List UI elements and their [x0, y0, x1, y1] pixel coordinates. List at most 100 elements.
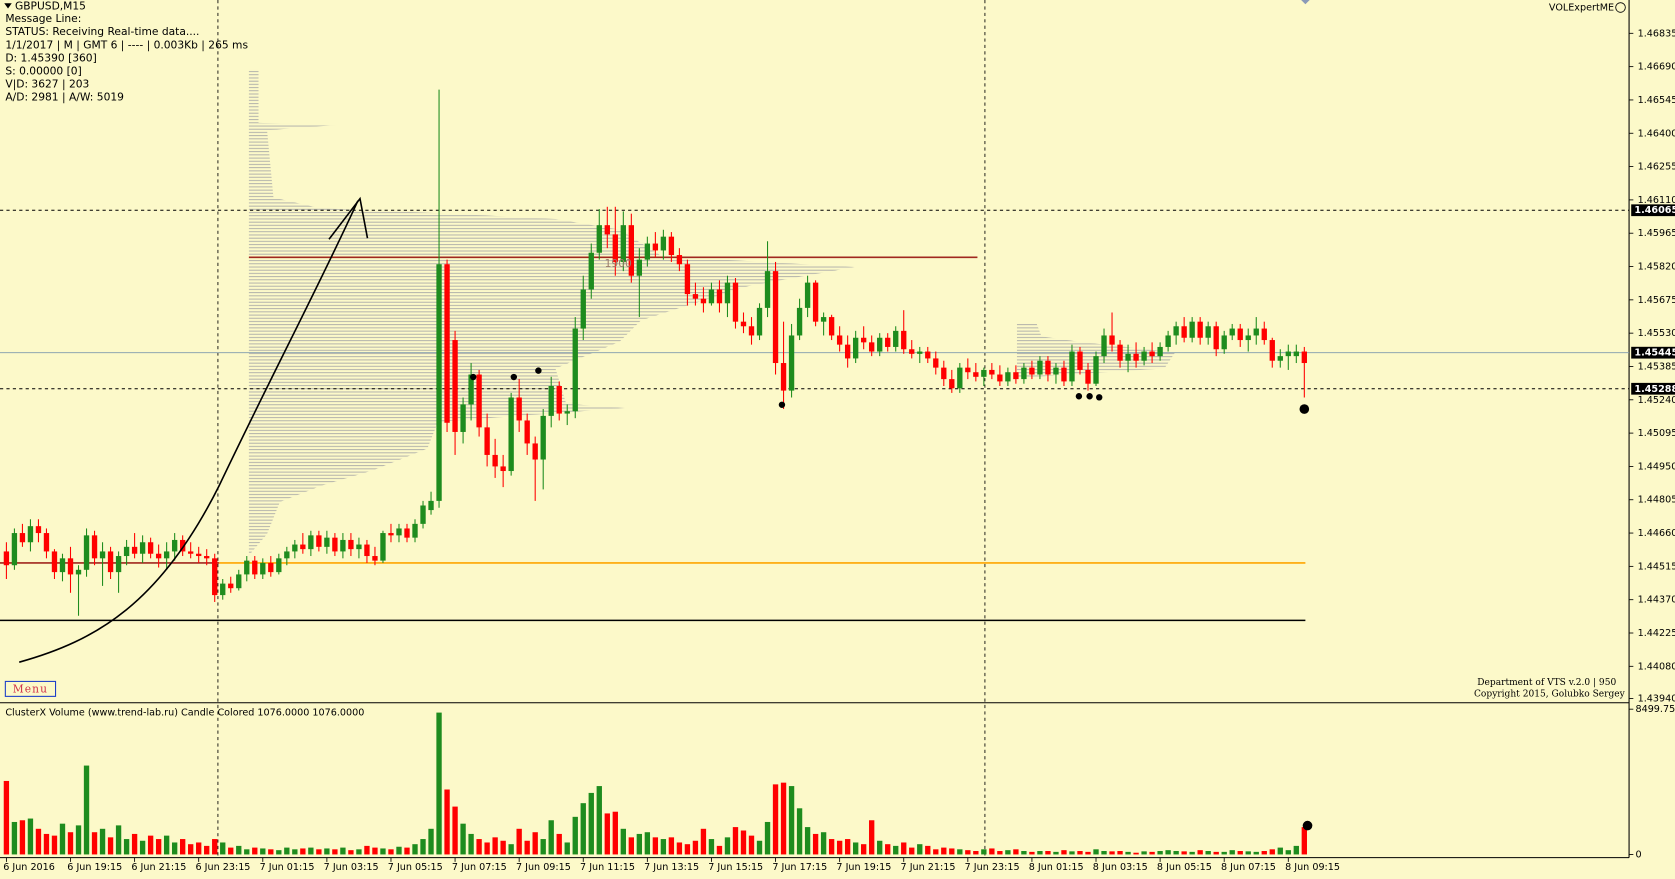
volume-bar — [756, 840, 763, 855]
volume-bar — [740, 830, 747, 855]
volume-bar — [67, 832, 74, 855]
candle-body — [163, 551, 170, 559]
symbol-arrow — [4, 3, 12, 9]
scroll-marker — [1301, 0, 1310, 5]
volume-bar — [1085, 851, 1091, 855]
volume-bar — [877, 840, 883, 855]
candle-body — [997, 374, 1003, 382]
info-line: Message Line: — [5, 12, 81, 25]
candle-body — [636, 259, 643, 276]
volume-bar — [788, 786, 795, 855]
volume-bar — [171, 842, 178, 855]
volume-bar — [436, 712, 442, 855]
volume-bar — [147, 835, 154, 855]
volume-bar — [1205, 851, 1211, 855]
y-tick-label: 1.44370 — [1638, 595, 1675, 606]
volume-bar — [428, 828, 434, 855]
volume-bar — [404, 847, 410, 855]
x-tick-label: 7 Jun 19:15 — [836, 862, 891, 873]
candle-body — [1181, 326, 1187, 338]
volume-bar — [107, 837, 114, 855]
candle-body — [131, 546, 138, 554]
candle-body — [188, 551, 194, 554]
candle-body — [1125, 353, 1131, 361]
candle-body — [171, 539, 178, 552]
volume-bar — [1093, 849, 1099, 855]
volume-bar — [901, 842, 907, 855]
volume-bar — [580, 803, 586, 855]
candle-body — [260, 562, 266, 575]
volume-bar — [949, 848, 955, 855]
volume-bar — [1293, 845, 1299, 855]
menu-button[interactable]: Menu — [4, 680, 57, 697]
candle-body — [1197, 321, 1203, 338]
volume-bar — [476, 839, 482, 855]
volume-bar — [196, 842, 202, 855]
volume-bar — [516, 828, 522, 855]
candle-body — [812, 282, 819, 322]
menu-box[interactable] — [4, 680, 57, 697]
volume-bar — [564, 842, 570, 855]
x-tick-label: 6 Jun 19:15 — [67, 862, 122, 873]
candle-body — [893, 330, 899, 347]
marker — [1096, 394, 1103, 401]
volume-title: ClusterX Volume (www.trend-lab.ru) Candl… — [5, 707, 364, 718]
volume-bar — [660, 839, 667, 855]
expert-icon[interactable] — [1615, 2, 1626, 13]
volume-bar — [300, 848, 306, 855]
candle-body — [901, 330, 907, 350]
volume-bar — [131, 833, 138, 855]
candle-body — [1293, 351, 1299, 357]
volume-bar — [604, 813, 610, 855]
candle-body — [1157, 346, 1163, 357]
volume-bar — [1197, 850, 1203, 855]
volume-bar — [1157, 851, 1163, 855]
y-tick-label: 1.44080 — [1638, 661, 1675, 672]
volume-bar — [852, 842, 859, 855]
candle-body — [925, 351, 931, 359]
candle-body — [748, 326, 755, 336]
expert-name: VOLExpertME — [1549, 2, 1614, 13]
volume-bar — [532, 832, 538, 855]
volume-bar — [452, 806, 458, 855]
y-tick-label: 1.45095 — [1638, 428, 1675, 439]
volume-bar — [1245, 851, 1251, 855]
marker — [470, 373, 477, 381]
volume-bar — [412, 844, 418, 855]
volume-bar — [893, 845, 899, 855]
price-tag-label: 1.45288 — [1634, 384, 1675, 395]
plot — [0, 89, 1630, 855]
candle-body — [981, 369, 987, 377]
candle-body — [1077, 351, 1083, 370]
candle-body — [852, 337, 859, 359]
volume-bar — [1045, 851, 1051, 855]
candle-body — [1053, 367, 1059, 375]
menu-label[interactable]: Menu — [13, 682, 48, 695]
candle-body — [596, 225, 602, 253]
volume-bar — [380, 848, 386, 855]
candle-body — [292, 544, 298, 552]
volume-bar — [268, 849, 274, 855]
volume-bar — [212, 839, 218, 855]
candle-body — [788, 335, 795, 391]
candle-body — [861, 337, 867, 343]
candle-body — [308, 535, 314, 550]
volume-bar — [1261, 851, 1267, 855]
x-tick-label: 7 Jun 03:15 — [324, 862, 379, 873]
y-tick-label: 1.44805 — [1638, 495, 1675, 506]
candle-body — [1061, 367, 1067, 382]
candle-body — [43, 533, 50, 552]
volume-bar — [861, 844, 867, 855]
volume-bar — [925, 845, 931, 855]
volume-bar — [1101, 851, 1107, 855]
y-tick-label: 1.46690 — [1638, 62, 1675, 73]
price-tag-label: 1.46065 — [1634, 205, 1675, 216]
candle-body — [484, 427, 490, 455]
volume-bar — [1277, 847, 1283, 855]
volume-bar — [1173, 851, 1179, 855]
candle-body — [1277, 356, 1283, 361]
candle-body — [684, 264, 691, 295]
candle-body — [917, 351, 923, 354]
x-tick-label: 8 Jun 07:15 — [1221, 862, 1276, 873]
